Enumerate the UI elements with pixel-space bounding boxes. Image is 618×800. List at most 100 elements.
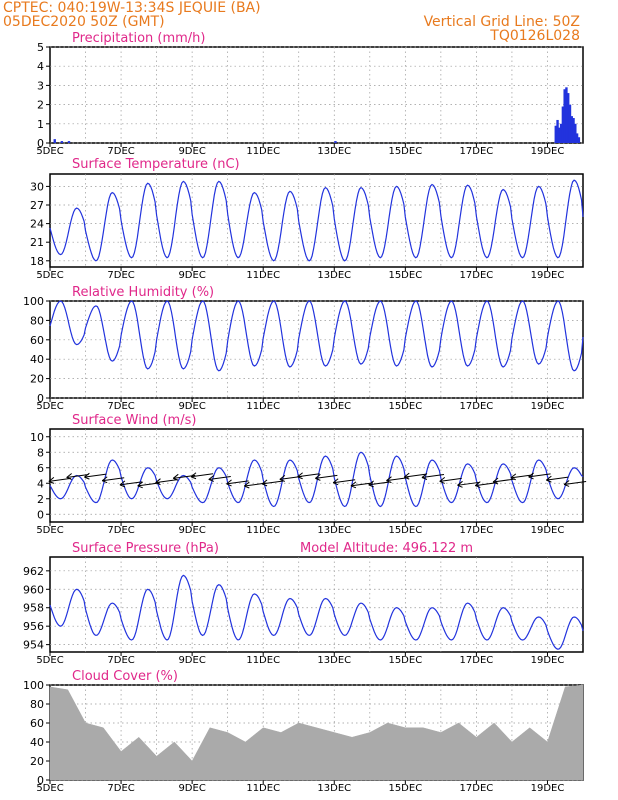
x-tick-label: 7DEC bbox=[107, 655, 134, 666]
wind-vector bbox=[262, 480, 285, 485]
wind-vector-head bbox=[492, 477, 499, 485]
y-tick-label: 24 bbox=[30, 218, 44, 231]
y-tick-label: 0 bbox=[37, 137, 44, 150]
y-tick-label: 4 bbox=[37, 60, 44, 73]
wind-vector bbox=[297, 473, 320, 478]
wind-vector bbox=[155, 479, 178, 484]
wind-vector bbox=[333, 479, 356, 484]
x-tick-label: 9DEC bbox=[178, 401, 205, 412]
x-tick-label: 15DEC bbox=[388, 783, 422, 794]
x-tick-label: 15DEC bbox=[388, 525, 422, 536]
x-tick-label: 13DEC bbox=[317, 783, 351, 794]
y-tick-label: 962 bbox=[23, 565, 44, 578]
x-tick-label: 9DEC bbox=[178, 525, 205, 536]
panel-title: Relative Humidity (%) bbox=[72, 285, 214, 300]
series-line bbox=[49, 574, 584, 650]
y-tick-label: 960 bbox=[23, 583, 44, 596]
x-tick-label: 19DEC bbox=[531, 655, 565, 666]
wind-vector-head bbox=[546, 475, 552, 483]
x-tick-label: 13DEC bbox=[317, 525, 351, 536]
wind-vector bbox=[102, 477, 125, 482]
y-tick-label: 2 bbox=[37, 493, 44, 506]
x-tick-label: 11DEC bbox=[246, 525, 280, 536]
wind-vector bbox=[404, 473, 427, 478]
precip-bar bbox=[53, 139, 56, 143]
wind-vector bbox=[386, 477, 409, 482]
wind-vector bbox=[48, 477, 71, 482]
y-tick-label: 80 bbox=[30, 698, 44, 711]
y-tick-label: 60 bbox=[30, 334, 44, 347]
x-tick-label: 5DEC bbox=[36, 783, 63, 794]
panel-title: Precipitation (mm/h) bbox=[72, 31, 205, 46]
wind-vector-head bbox=[48, 476, 55, 484]
x-tick-label: 7DEC bbox=[107, 783, 134, 794]
wind-vector bbox=[510, 474, 533, 479]
y-tick-label: 954 bbox=[23, 639, 44, 652]
x-tick-label: 17DEC bbox=[460, 783, 494, 794]
wind-vector-head bbox=[190, 472, 197, 480]
precip-bar bbox=[556, 119, 559, 143]
x-tick-label: 7DEC bbox=[107, 525, 134, 536]
wind-vector-head bbox=[457, 480, 463, 488]
wind-vector-head bbox=[315, 473, 321, 481]
wind-vector-head bbox=[510, 473, 517, 481]
x-tick-label: 13DEC bbox=[317, 655, 351, 666]
x-tick-label: 19DEC bbox=[531, 270, 565, 281]
precip-bar bbox=[559, 123, 563, 143]
y-tick-label: 1 bbox=[37, 118, 44, 131]
x-tick-label: 19DEC bbox=[531, 146, 565, 157]
y-tick-label: 40 bbox=[30, 736, 44, 749]
y-tick-label: 100 bbox=[23, 295, 44, 308]
y-tick-label: 5 bbox=[37, 41, 44, 54]
wind-vector bbox=[208, 475, 231, 480]
x-tick-label: 15DEC bbox=[388, 401, 422, 412]
wind-vector-head bbox=[244, 481, 250, 489]
wind-vector bbox=[564, 480, 587, 485]
wind-vector-head bbox=[332, 478, 339, 486]
wind-vector bbox=[421, 473, 445, 478]
y-tick-label: 80 bbox=[30, 314, 44, 327]
wind-vector-head bbox=[155, 478, 161, 486]
wind-vector bbox=[350, 482, 373, 487]
y-tick-label: 4 bbox=[37, 477, 44, 490]
precip-bar bbox=[67, 141, 71, 143]
x-tick-label: 11DEC bbox=[246, 270, 280, 281]
wind-vector bbox=[439, 477, 462, 482]
wind-vector-head bbox=[297, 472, 303, 480]
panel-frame bbox=[49, 300, 584, 399]
x-tick-label: 13DEC bbox=[317, 401, 351, 412]
wind-vector-head bbox=[474, 481, 481, 489]
precip-bar bbox=[60, 141, 64, 143]
wind-vector-head bbox=[403, 472, 410, 480]
x-tick-label: 7DEC bbox=[107, 146, 134, 157]
wind-vector bbox=[66, 473, 89, 478]
precip-bar bbox=[567, 93, 570, 143]
wind-vector-head bbox=[84, 472, 90, 480]
wind-vector-head bbox=[386, 476, 392, 484]
y-tick-label: 30 bbox=[30, 180, 44, 193]
precip-bar bbox=[572, 118, 575, 143]
wind-vector-head bbox=[101, 476, 108, 484]
panel-frame bbox=[49, 46, 584, 144]
wind-vector-head bbox=[439, 477, 446, 484]
wind-vector bbox=[546, 476, 569, 481]
precip-bar bbox=[561, 106, 565, 143]
y-tick-label: 21 bbox=[30, 236, 44, 249]
y-tick-label: 8 bbox=[37, 446, 44, 459]
y-tick-label: 958 bbox=[23, 602, 44, 615]
wind-vector-head bbox=[368, 480, 374, 488]
run-datetime: 05DEC2020 50Z (GMT) bbox=[3, 14, 165, 30]
y-tick-label: 0 bbox=[37, 774, 44, 787]
y-tick-label: 956 bbox=[23, 620, 44, 633]
wind-vector bbox=[368, 481, 391, 486]
precip-bar bbox=[554, 125, 557, 143]
y-tick-label: 20 bbox=[30, 373, 44, 386]
x-tick-label: 5DEC bbox=[36, 146, 63, 157]
x-tick-label: 5DEC bbox=[36, 525, 63, 536]
x-tick-label: 19DEC bbox=[531, 401, 565, 412]
x-tick-label: 13DEC bbox=[317, 270, 351, 281]
panel-title: Surface Temperature (nC) bbox=[72, 157, 240, 172]
wind-vector bbox=[528, 473, 551, 478]
wind-vector bbox=[84, 473, 107, 478]
